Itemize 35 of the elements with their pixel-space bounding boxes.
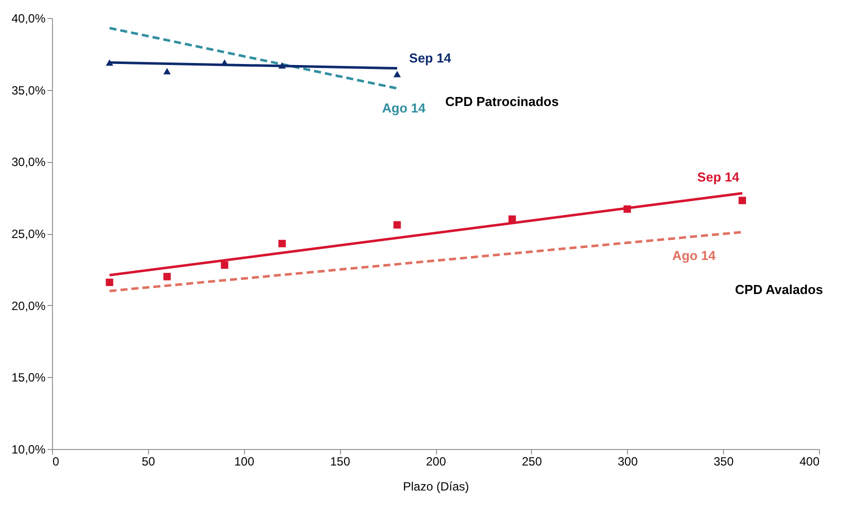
x-axis-title: Plazo (Días)	[402, 480, 470, 494]
x-tick-label: 250	[522, 454, 542, 468]
y-tick-label: 40,0%	[11, 12, 46, 26]
y-tick-label: 10,0%	[11, 442, 46, 456]
point	[278, 62, 286, 69]
x-tick-label: 200	[426, 454, 446, 468]
point	[163, 68, 171, 74]
point	[393, 221, 401, 229]
x-tick-label: 0	[52, 454, 60, 468]
annotation: CPD Avalados	[735, 282, 823, 297]
x-tick-label: 350	[714, 454, 734, 468]
x-tick-label: 300	[618, 454, 638, 468]
point	[163, 272, 171, 280]
y-tick-label: 30,0%	[11, 155, 46, 170]
series-label: Ago 14	[672, 248, 716, 264]
y-tick-label: 35,0%	[11, 83, 46, 98]
y-tick-label: 15,0%	[11, 370, 46, 385]
point	[278, 240, 286, 248]
series-label: Ago 14	[382, 100, 426, 116]
point	[624, 205, 631, 213]
point	[738, 196, 746, 204]
x-tick-label: 400	[799, 454, 820, 468]
x-tick-label: 100	[234, 454, 255, 468]
x-tick-label: 150	[330, 454, 350, 468]
point	[508, 215, 516, 223]
y-tick-label: 25,0%	[11, 227, 46, 241]
point	[106, 59, 114, 66]
point	[106, 278, 114, 286]
series-label: Sep 14	[697, 169, 740, 184]
point	[393, 70, 401, 78]
annotation: CPD Patrocinados	[445, 94, 559, 109]
x-tick-label: 50	[142, 454, 156, 468]
series-label: Sep 14	[409, 50, 452, 66]
y-tick-label: 20,0%	[11, 298, 46, 313]
point	[220, 261, 228, 269]
